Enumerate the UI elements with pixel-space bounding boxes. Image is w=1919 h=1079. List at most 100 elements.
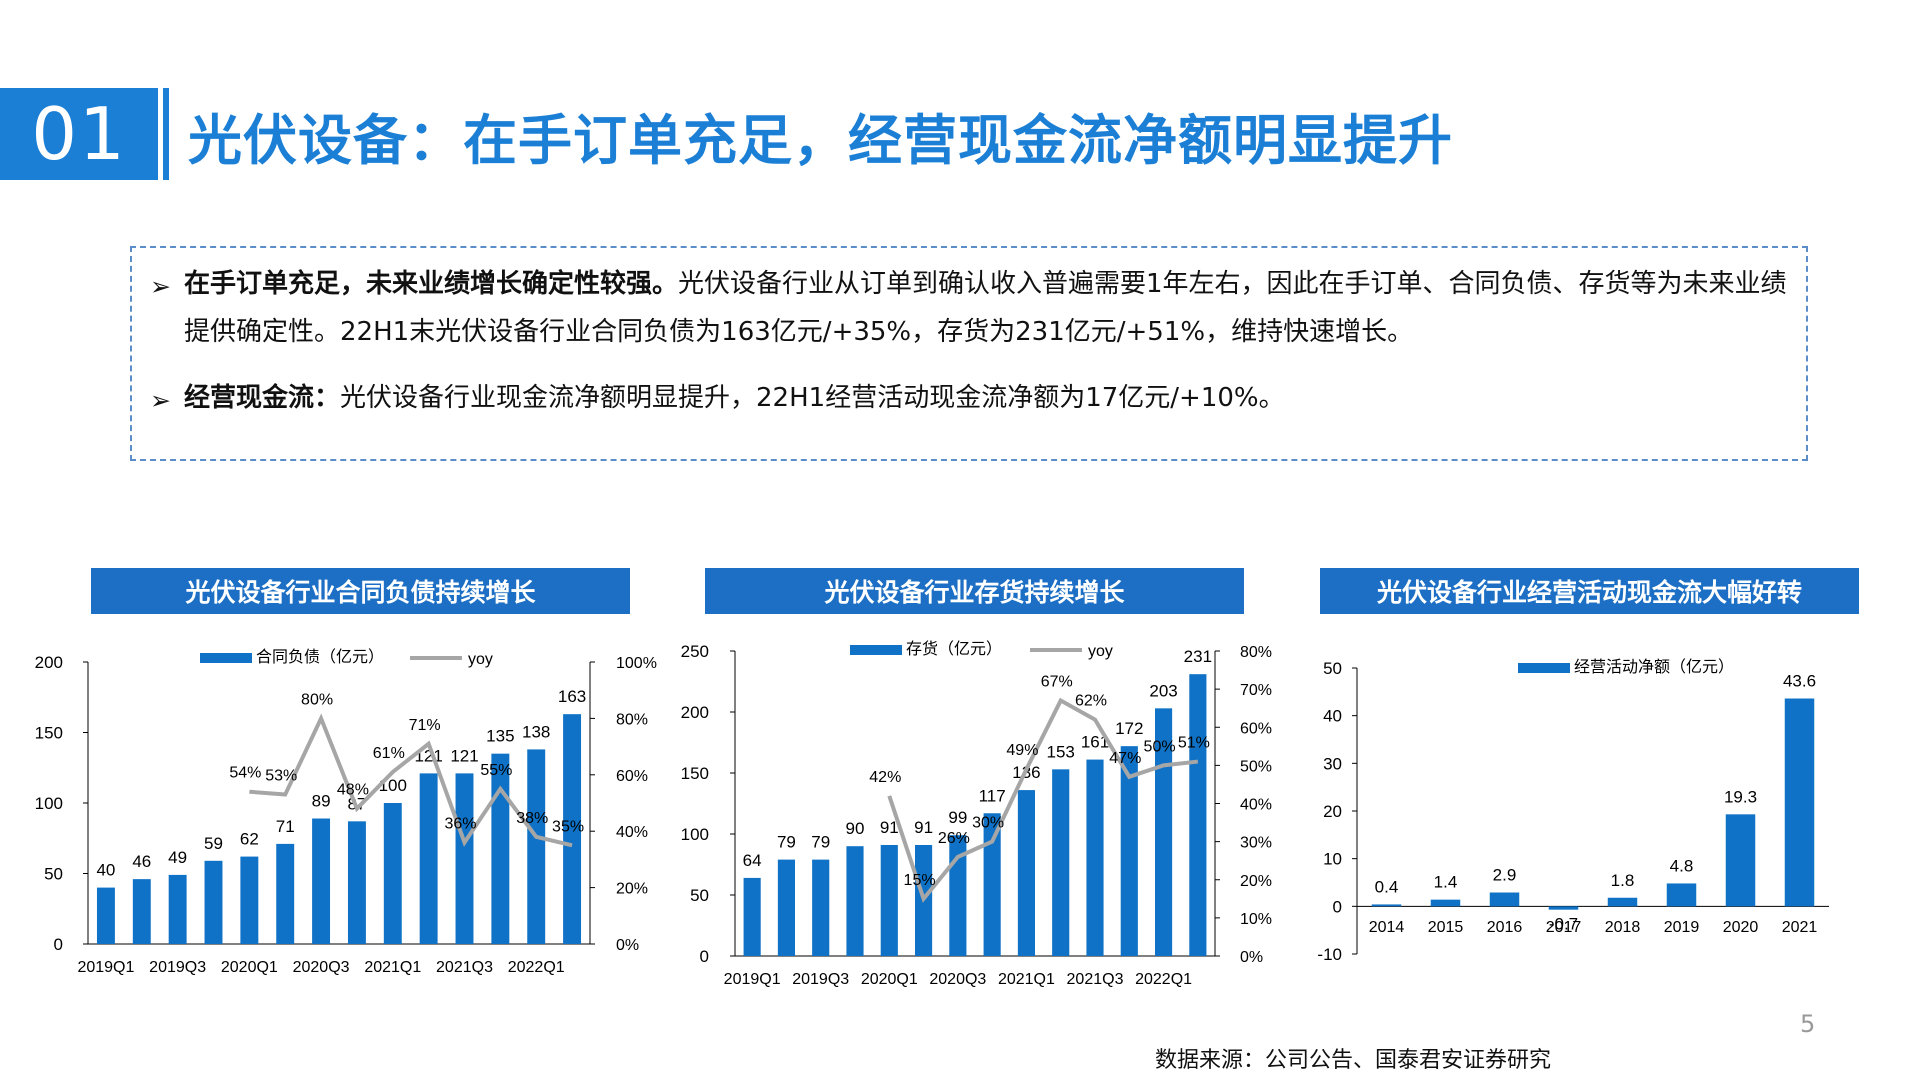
chart3-xtick-label: 2021: [1782, 919, 1818, 936]
chart1-bar-label: 62: [240, 830, 259, 849]
summary-item-2-text: 光伏设备行业现金流净额明显提升，22H1经营活动现金流净额为17亿元/+10%。: [340, 383, 1285, 413]
chart3-bar-label: 1.8: [1611, 871, 1635, 890]
chart2-bar-label: 79: [811, 833, 830, 852]
chart2-y2tick-label: 40%: [1240, 797, 1272, 814]
summary-item-1-text: 光伏设备行业从订单到确认收入普遍需要1年左右，因此在手订单、合同负债、存货等为未…: [184, 269, 1787, 347]
chart1-legend-line-label: yoy: [468, 651, 493, 668]
chart-title-contract-liabilities: 光伏设备行业合同负债持续增长: [91, 568, 630, 614]
chart2-bar: [777, 859, 795, 956]
chart2-bar-label: 79: [777, 833, 796, 852]
chart3-xtick-label: 2014: [1369, 919, 1405, 936]
chart3-bar: [1607, 897, 1638, 907]
chart1-xtick-label: 2019Q1: [77, 959, 134, 976]
chart2-ytick-label: 100: [681, 825, 709, 844]
chart1-bar-label: 138: [522, 722, 550, 741]
chart3-xtick-label: 2018: [1605, 919, 1641, 936]
chart2-y2tick-label: 50%: [1240, 758, 1272, 775]
section-number: 01: [31, 92, 127, 176]
chart2-bar: [1120, 746, 1138, 956]
chart2-yoy-label: 26%: [938, 830, 970, 847]
chart2-xtick-label: 2022Q1: [1135, 971, 1192, 988]
chart2-legend-line-label: yoy: [1088, 643, 1113, 660]
chart2-bar: [1017, 790, 1035, 956]
chart1-bar: [419, 773, 438, 944]
chart3-ytick-label: -10: [1317, 945, 1342, 964]
chart1-legend-bar-label: 合同负债（亿元）: [256, 648, 384, 666]
chart2-yoy-line: [887, 697, 1199, 903]
chart1-bar: [168, 874, 187, 944]
chart1-bar-label: 89: [312, 792, 331, 811]
chart3-bar: [1666, 883, 1697, 907]
chart1-bar-label: 71: [276, 817, 295, 836]
chart2-ytick-label: 50: [690, 886, 709, 905]
summary-item-2-bold: 经营现金流：: [184, 383, 341, 413]
summary-item-1: 在手订单充足，未来业绩增长确定性较强。光伏设备行业从订单到确认收入普遍需要1年左…: [184, 260, 1794, 356]
chart2-y2tick-label: 0%: [1240, 949, 1263, 966]
chart2-bar-label: 117: [979, 786, 1006, 805]
chart2-yoy-label: 67%: [1041, 674, 1073, 691]
chart3-ytick-label: 50: [1323, 659, 1342, 678]
chart2-bar-label: 99: [948, 808, 967, 827]
chart1-y2tick-label: 40%: [616, 824, 648, 841]
chart3-bar: [1430, 899, 1461, 907]
section-number-badge: 01: [0, 88, 158, 180]
chart1-yoy-label: 61%: [373, 745, 405, 762]
summary-item-1-bold: 在手订单充足，未来业绩增长确定性较强。: [184, 269, 679, 299]
chart1-y2tick-label: 0%: [616, 937, 639, 954]
chart2-y2tick-label: 10%: [1240, 911, 1272, 928]
chart3-bar-label: 43.6: [1783, 672, 1816, 691]
chart2-xtick-label: 2020Q1: [861, 971, 918, 988]
chart1-legend-bar-swatch: [200, 653, 252, 663]
chart1-bar: [132, 879, 151, 944]
chart1-y2tick-label: 60%: [616, 768, 648, 785]
chart1-xtick-label: 2019Q3: [149, 959, 206, 976]
chart2-xtick-label: 2019Q3: [792, 971, 849, 988]
chart1-ytick-label: 50: [44, 865, 63, 884]
page-title: 光伏设备：在手订单充足，经营现金流净额明显提升: [188, 109, 1453, 172]
chart2-bar: [812, 859, 830, 956]
chart2-bar: [983, 813, 1001, 956]
chart3-ytick-label: 0: [1333, 897, 1342, 916]
chart2-xtick-label: 2020Q3: [929, 971, 986, 988]
chart3-bar-label: 1.4: [1434, 873, 1458, 892]
chart2-bar: [1189, 674, 1207, 956]
chart1-bar-label: 135: [486, 727, 514, 746]
chart1-bar-label: 59: [204, 834, 223, 853]
chart2-bar-label: 161: [1081, 733, 1109, 752]
chart1-bar: [383, 803, 402, 944]
chart3-ytick-label: 30: [1323, 754, 1342, 773]
chart2-bar-label: 90: [846, 819, 865, 838]
chart3-bar-label: 4.8: [1670, 856, 1694, 875]
chart3-xtick-label: 2017: [1546, 919, 1582, 936]
chart2-y2tick-label: 30%: [1240, 835, 1272, 852]
chart1-y2tick-label: 100%: [616, 655, 657, 672]
chart3-xtick-label: 2016: [1487, 919, 1523, 936]
chart2-xtick-label: 2019Q1: [724, 971, 781, 988]
chart2-yoy-label: 50%: [1144, 738, 1176, 755]
chart1-xtick-label: 2021Q1: [364, 959, 421, 976]
chart2-bar: [1155, 708, 1173, 956]
chart2-bar-label: 64: [743, 851, 762, 870]
chart2-yoy-label: 42%: [869, 769, 901, 786]
chart3-bar: [1784, 698, 1815, 907]
chart1-ytick-label: 0: [54, 935, 63, 954]
chart1-ytick-label: 100: [35, 794, 63, 813]
chart2-yoy-label: 62%: [1075, 693, 1107, 710]
chart1-y2tick-label: 80%: [616, 711, 648, 728]
chart3-xtick-label: 2015: [1428, 919, 1464, 936]
chart1-ytick-label: 150: [35, 724, 63, 743]
chart2-bar-label: 91: [914, 818, 933, 837]
chart3-xtick-label: 2019: [1664, 919, 1700, 936]
chart1-bar: [276, 843, 295, 944]
chart-title-inventory: 光伏设备行业存货持续增长: [705, 568, 1244, 614]
chart1-bar: [240, 856, 259, 944]
chart3-legend-bar-label: 经营活动净额（亿元）: [1574, 658, 1734, 676]
chart3-ytick-label: 20: [1323, 802, 1342, 821]
chart2-ytick-label: 200: [681, 703, 709, 722]
chart3-xtick-label: 2020: [1723, 919, 1759, 936]
chart1-xtick-label: 2021Q3: [436, 959, 493, 976]
chart1-xtick-label: 2022Q1: [508, 959, 565, 976]
chart2-bar-label: 231: [1184, 647, 1212, 666]
chart1-bar-label: 49: [168, 848, 187, 867]
